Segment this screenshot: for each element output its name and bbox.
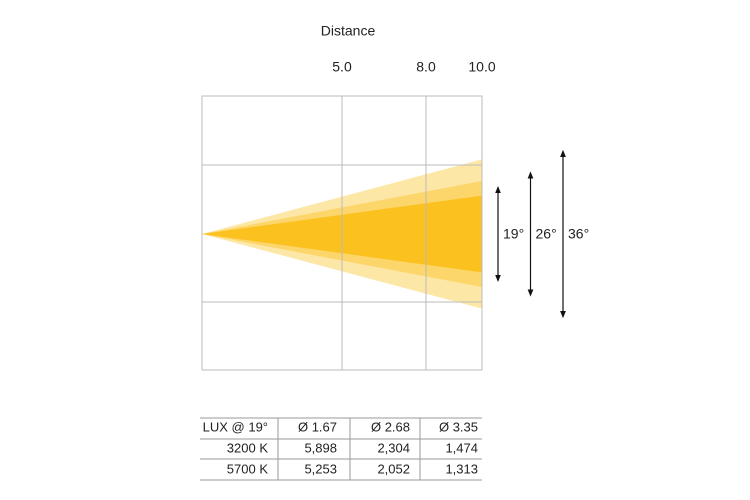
table-cell: 5700 K <box>227 461 269 476</box>
table-cell: LUX @ 19° <box>203 419 268 434</box>
distance-tick-label: 10.0 <box>468 59 495 75</box>
table-cell: 1,313 <box>445 461 478 476</box>
angle-label: 36° <box>568 226 589 242</box>
table-cell: 2,052 <box>377 461 410 476</box>
distance-tick-label: 8.0 <box>416 59 436 75</box>
title: Distance <box>321 23 376 39</box>
distance-tick-label: 5.0 <box>332 59 352 75</box>
table-cell: 5,253 <box>304 461 337 476</box>
angle-label: 26° <box>536 226 557 242</box>
table-cell: 5,898 <box>304 440 337 455</box>
angle-label: 19° <box>503 226 524 242</box>
table-cell: 3200 K <box>227 440 269 455</box>
table-cell: Ø 1.67 <box>298 419 337 434</box>
table-cell: Ø 3.35 <box>439 419 478 434</box>
table-cell: 1,474 <box>445 440 478 455</box>
table: LUX @ 19° Ø 1.67 Ø 2.68 Ø 3.35 3200 K 5,898 2,… <box>200 417 482 481</box>
table-cell: Ø 2.68 <box>371 419 410 434</box>
table-cell: 2,304 <box>377 440 410 455</box>
